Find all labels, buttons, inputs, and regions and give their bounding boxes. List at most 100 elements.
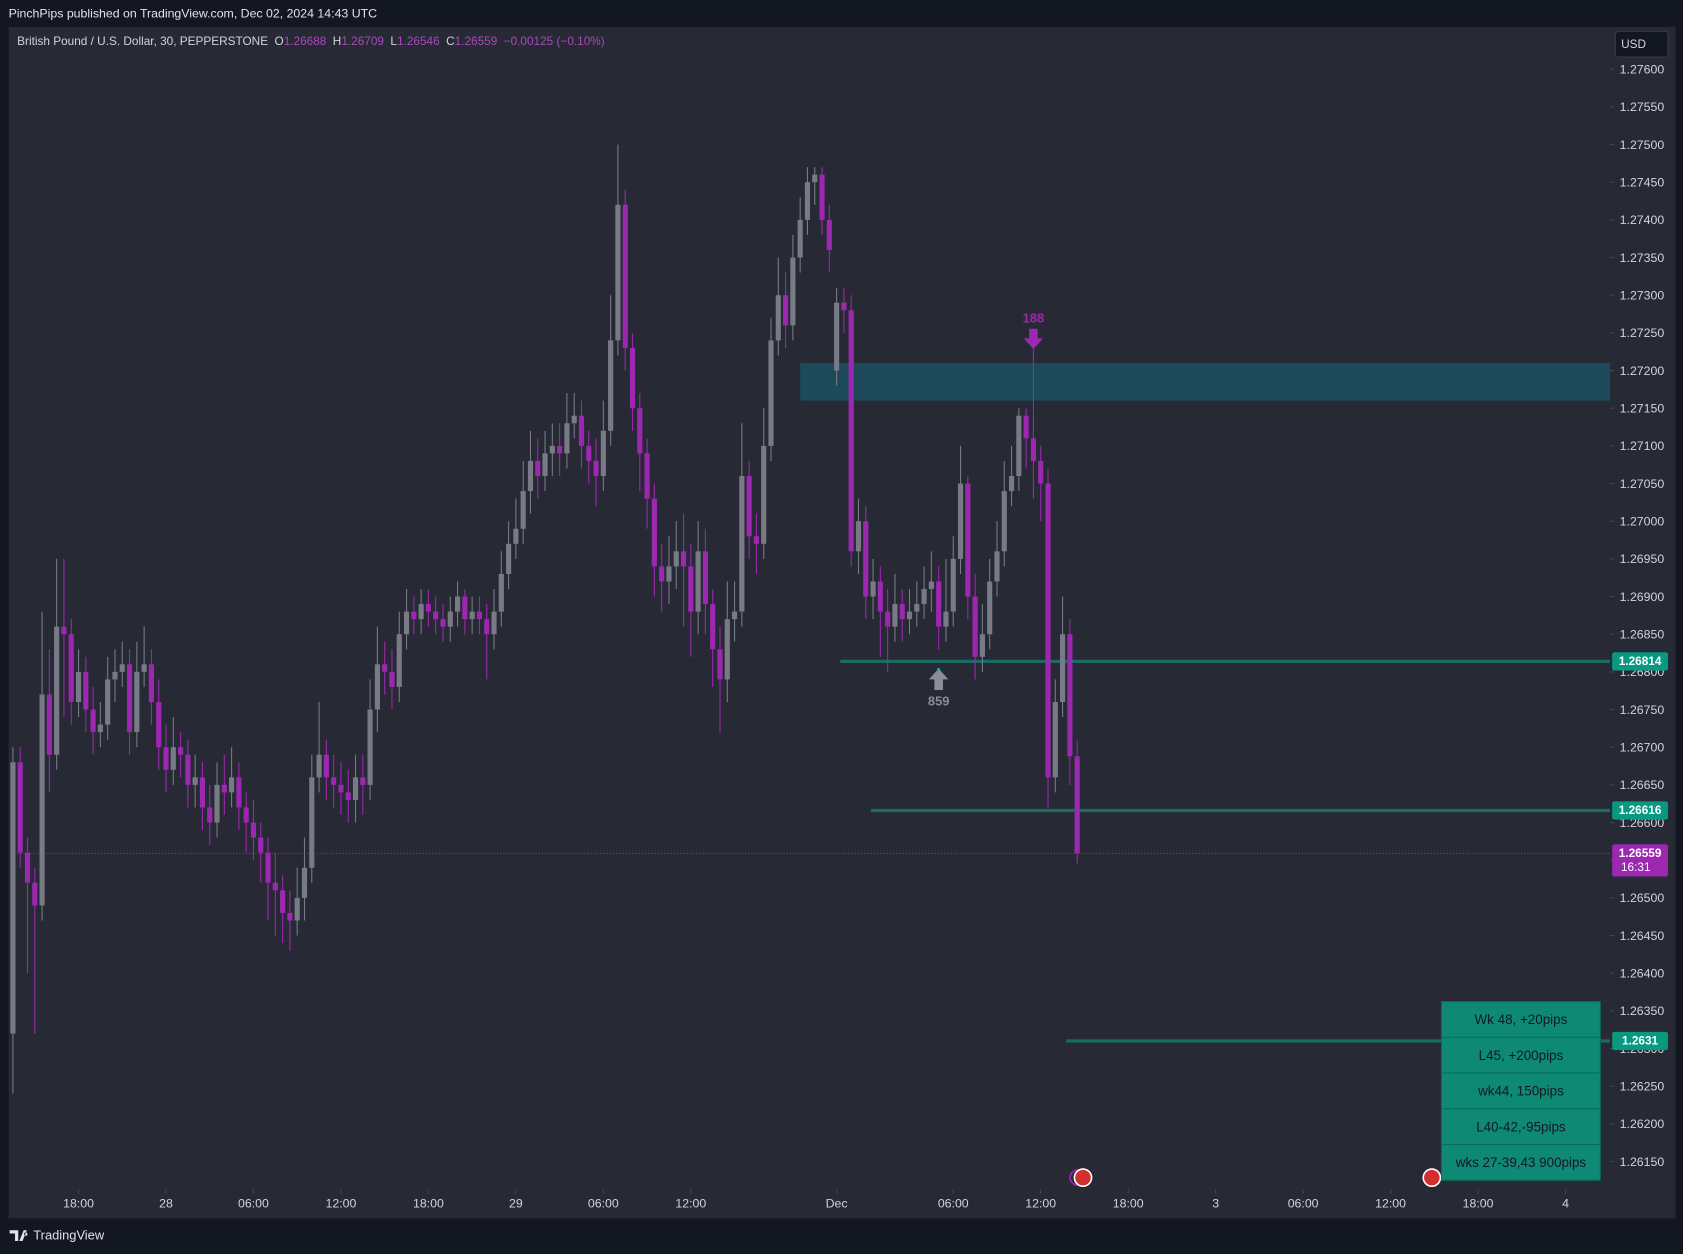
candle-body (265, 852, 271, 883)
event-icon[interactable] (1422, 1168, 1442, 1188)
candle-body (513, 528, 519, 544)
legend-letter: H (333, 34, 342, 48)
candle-body (943, 611, 949, 627)
candle-body (804, 182, 811, 220)
candle-body (666, 566, 672, 582)
candle-body (236, 777, 242, 808)
y-tick-label: 1.27100 (1620, 439, 1665, 453)
candle-body (965, 483, 971, 597)
candle-body (834, 302, 840, 371)
supply-zone (800, 362, 1611, 401)
candle-body (352, 777, 359, 800)
event-icon[interactable] (1073, 1168, 1093, 1188)
currency-label[interactable]: USD (1621, 37, 1646, 51)
y-tick-label: 1.26950 (1620, 552, 1665, 566)
candle-body (1016, 415, 1022, 477)
x-tick-label: 18:00 (1113, 1197, 1144, 1211)
candle-body (294, 897, 300, 921)
annotation-dot (937, 668, 941, 672)
candle-body (651, 498, 657, 567)
y-tick-label: 1.27150 (1620, 402, 1665, 416)
candle-body (1023, 415, 1029, 439)
candle-body (506, 543, 512, 574)
candle-body (790, 257, 796, 326)
candle-body (702, 551, 708, 605)
candle-body (885, 611, 891, 627)
current-price-box (1612, 844, 1668, 877)
level-price-label: 1.26814 (1619, 654, 1662, 668)
currency-button[interactable] (1614, 30, 1669, 58)
y-tick-label: 1.26850 (1620, 628, 1665, 642)
candle-body (287, 912, 293, 921)
x-tick-label: 29 (509, 1197, 523, 1211)
symbol: British Pound / U.S. Dollar, 30, PEPPERS… (17, 34, 268, 48)
brand-logo (9, 1230, 28, 1241)
x-tick-label: 12:00 (675, 1197, 706, 1211)
x-tick-label: 4 (1562, 1197, 1569, 1211)
candle-body (629, 347, 636, 409)
candle-body (659, 566, 665, 582)
candle-body (360, 777, 366, 785)
candle-body (899, 604, 905, 620)
candle-body (593, 460, 599, 477)
level-price-box (1612, 652, 1668, 671)
candle-body (258, 837, 264, 853)
level-price-label: 1.2631 (1622, 1034, 1659, 1048)
current-price-label: 1.26559 (1619, 846, 1662, 860)
x-tick-label: 18:00 (63, 1197, 94, 1211)
y-tick-label: 1.27400 (1620, 213, 1665, 227)
note-cell (1440, 1072, 1601, 1110)
candle-body (950, 558, 956, 612)
y-tick-label: 1.27000 (1620, 515, 1665, 529)
candle-body (775, 295, 781, 341)
candle-body (717, 649, 723, 680)
candle-body (783, 295, 789, 326)
candle-body (695, 551, 701, 612)
event-icons (1069, 1168, 1442, 1188)
note-cell (1440, 1036, 1601, 1074)
candle-body (797, 219, 803, 258)
candle-body (1060, 634, 1066, 703)
candle-body (557, 445, 563, 454)
note-cell (1440, 1108, 1601, 1146)
candle-body (207, 807, 213, 823)
y-tick-label: 1.27200 (1620, 364, 1665, 378)
candle-body (520, 491, 526, 529)
candle-body (877, 581, 883, 612)
candle-body (345, 792, 351, 800)
x-tick-label: 12:00 (1025, 1197, 1056, 1211)
candle-body (119, 664, 125, 672)
candle-body (906, 611, 913, 620)
note-text: wks 27-39,43 900pips (1455, 1155, 1587, 1170)
candle-body (148, 664, 154, 703)
candle-body (710, 604, 716, 650)
candle-body (921, 589, 927, 605)
candle-body (1038, 460, 1044, 484)
y-tick-label: 1.26450 (1620, 929, 1665, 943)
candle-body (156, 702, 162, 748)
candle-body (389, 671, 395, 687)
candle-body (134, 671, 140, 733)
candle-body (462, 596, 468, 620)
legend-letter: C (446, 34, 455, 48)
x-tick-label: 12:00 (326, 1197, 357, 1211)
candle-body (936, 581, 942, 627)
candle-body (549, 445, 555, 454)
chart-pane (8, 27, 1676, 1219)
candle-body (433, 611, 439, 620)
candle-body (484, 619, 490, 635)
candle-body (527, 460, 534, 492)
candle-body (163, 747, 169, 770)
annotation-label: 859 (928, 693, 949, 708)
candle-body (673, 551, 679, 567)
x-tick-label: 12:00 (1375, 1197, 1406, 1211)
candle-body (746, 476, 752, 537)
y-tick-label: 1.26700 (1620, 741, 1665, 755)
y-tick-label: 1.27050 (1620, 477, 1665, 491)
annotation-arrow (929, 668, 949, 691)
candle-body (564, 423, 570, 454)
note-text: L45, +200pips (1479, 1048, 1564, 1063)
x-tick-label: 06:00 (938, 1197, 969, 1211)
